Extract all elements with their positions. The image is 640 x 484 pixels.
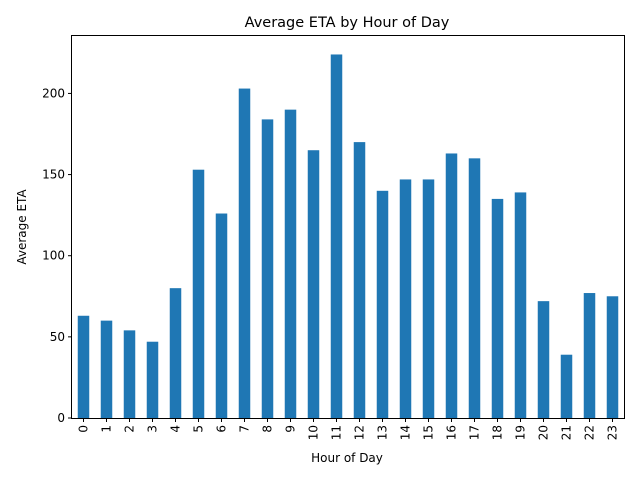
bar-hour-11	[330, 54, 343, 418]
x-tick-label: 22	[583, 425, 597, 440]
y-axis-label: Average ETA	[15, 189, 29, 265]
x-tick-label: 4	[169, 425, 183, 433]
bar-hour-12	[353, 142, 366, 419]
x-tick-label: 1	[100, 425, 114, 433]
bar-hour-10	[307, 150, 320, 418]
bar-hour-5	[192, 169, 205, 418]
x-tick-label: 21	[560, 425, 574, 440]
bar-hour-16	[445, 153, 458, 418]
bar-hour-4	[169, 288, 182, 418]
x-tick-label: 14	[399, 425, 413, 440]
bar-hour-18	[491, 198, 504, 418]
x-tick-label: 20	[537, 425, 551, 440]
bar-hour-1	[100, 320, 113, 418]
bar-hour-15	[422, 179, 435, 418]
x-tick-label: 13	[376, 425, 390, 440]
x-tick-label: 17	[468, 425, 482, 440]
bar-hour-3	[146, 341, 159, 418]
x-tick-label: 8	[261, 425, 275, 433]
x-tick-label: 16	[445, 425, 459, 440]
bar-hour-0	[77, 315, 90, 418]
bar-hour-13	[376, 190, 389, 418]
x-axis-label: Hour of Day	[311, 451, 383, 465]
bars-group	[77, 54, 619, 419]
y-axis: 0 50 100 150 200	[42, 86, 72, 425]
bar-hour-2	[123, 330, 136, 418]
y-tick-label: 100	[42, 249, 65, 263]
x-tick-label: 10	[307, 425, 321, 440]
bar-hour-14	[399, 179, 412, 418]
bar-hour-19	[514, 192, 527, 418]
x-tick-label: 0	[77, 425, 91, 433]
bar-hour-6	[215, 213, 228, 418]
bar-hour-21	[560, 354, 573, 418]
x-tick-label: 7	[238, 425, 252, 433]
x-tick-label: 9	[284, 425, 298, 433]
bar-hour-17	[468, 158, 481, 418]
x-tick-label: 19	[514, 425, 528, 440]
x-tick-label: 23	[606, 425, 620, 440]
bar-hour-8	[261, 119, 274, 418]
bar-hour-9	[284, 109, 297, 419]
x-tick-label: 6	[215, 425, 229, 433]
x-tick-label: 18	[491, 425, 505, 440]
plot-frame	[71, 35, 625, 419]
x-tick-label: 11	[330, 425, 344, 440]
x-tick-label: 12	[353, 425, 367, 440]
x-tick-label: 2	[123, 425, 137, 433]
y-tick-label: 0	[57, 411, 65, 425]
bar-hour-7	[238, 88, 251, 418]
x-tick-label: 15	[422, 425, 436, 440]
y-tick-label: 200	[42, 86, 65, 100]
x-tick-label: 5	[192, 425, 206, 433]
bar-hour-23	[606, 296, 619, 418]
y-tick-label: 150	[42, 168, 65, 182]
bar-hour-22	[583, 293, 596, 418]
x-tick-label: 3	[146, 425, 160, 433]
x-axis: 0 1 2 3 4 5 6 7 8 9 10 11 12 13 14 15 16 17 18 19 20 21 22 23	[77, 418, 620, 440]
bar-hour-20	[537, 301, 550, 418]
chart-title: Average ETA by Hour of Day	[245, 15, 450, 31]
y-tick-label: 50	[50, 330, 65, 344]
